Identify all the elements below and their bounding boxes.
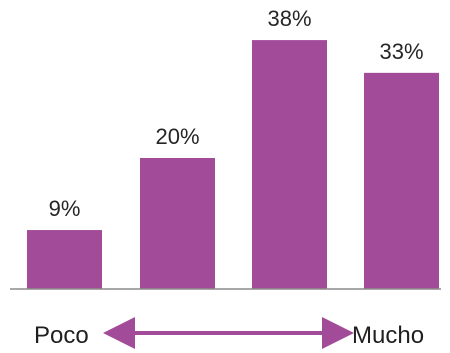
x-axis-left-label: Poco [34,322,89,349]
bar [252,40,327,289]
data-labels-group: 9% 20% 38% 33% [49,6,424,221]
bar [27,230,102,289]
bar-data-label: 33% [379,39,423,64]
bar [364,72,439,289]
bars-group [27,40,439,289]
bar-data-label: 20% [155,124,199,149]
bar-data-label: 38% [267,6,311,31]
bar-data-label: 9% [49,196,81,221]
bar [140,158,215,289]
x-axis-right-label: Mucho [352,322,424,349]
